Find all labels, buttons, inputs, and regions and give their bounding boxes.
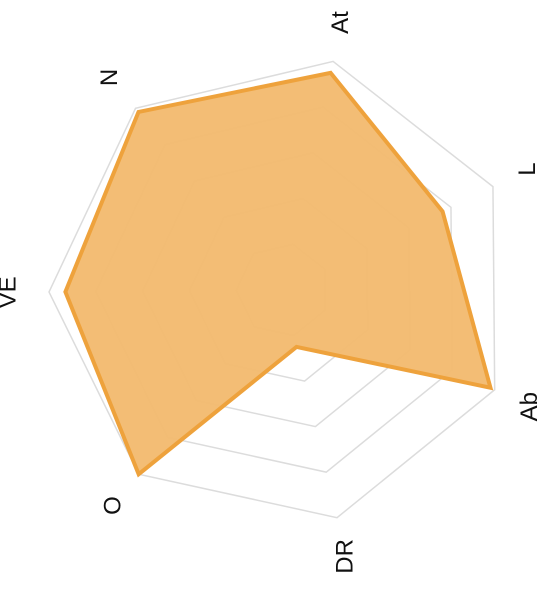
axis-label: L xyxy=(514,162,541,175)
data-area xyxy=(63,70,494,478)
grid-ring xyxy=(48,60,496,519)
axis-label: Ab xyxy=(516,392,543,421)
axis-label: At xyxy=(327,11,354,34)
axis-label: N xyxy=(96,69,123,86)
axis-label: VE xyxy=(0,276,22,308)
axis-label: O xyxy=(99,496,126,515)
axis-label: DR xyxy=(332,539,359,574)
